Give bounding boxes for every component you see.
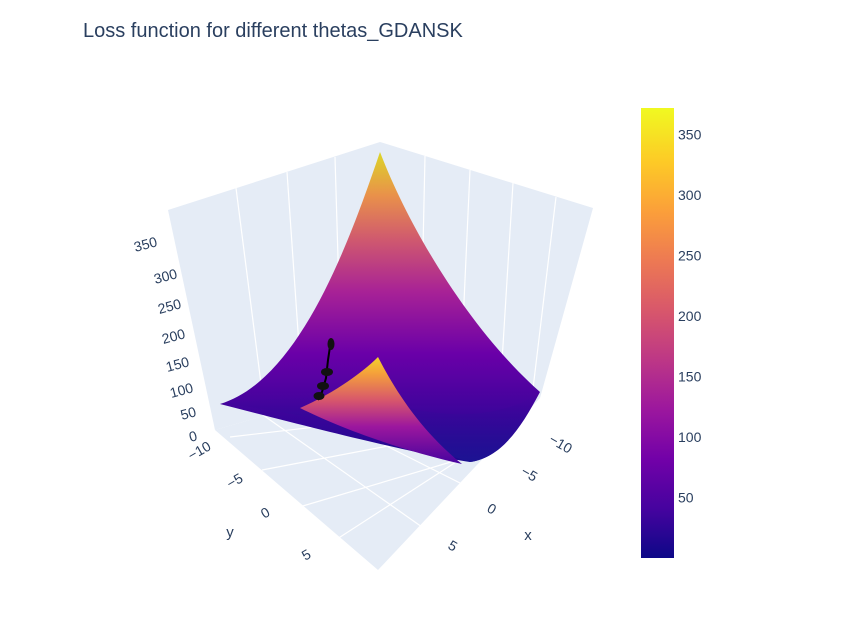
descent-marker [327,338,335,350]
y-tick-label: 5 [299,546,314,564]
descent-marker [317,382,329,390]
colorbar-gradient [641,108,674,558]
surface-front-sheet [300,357,462,464]
y-axis-label: y [226,524,234,541]
y-tick-label: 0 [258,504,273,522]
colorbar-tick-label: 100 [678,429,702,445]
chart-title: Loss function for different thetas_GDANS… [83,20,463,42]
descent-path[interactable] [313,338,335,401]
colorbar-tick-label: 300 [678,187,702,203]
z-tick-label: 150 [164,353,191,375]
x-tick-label: 0 [485,500,500,518]
colorbar-tick-label: 250 [678,248,702,264]
loss-surface[interactable] [220,152,540,464]
colorbar-tick-label: 200 [678,308,702,324]
colorbar-tick-label: 150 [678,369,702,385]
surface-back-sheet [220,152,540,462]
x-tick-label: −5 [519,463,541,485]
z-tick-label: 100 [168,379,195,401]
z-tick-label: 50 [179,403,198,423]
z-axis-ticks: 0 50 100 150 200 250 300 350 [132,233,199,445]
x-tick-label: −10 [547,431,576,457]
x-axis-label: x [524,527,532,544]
y-tick-label: −10 [185,438,214,464]
z-tick-label: 350 [132,233,159,255]
z-tick-label: 0 [187,427,199,445]
z-tick-label: 300 [152,265,179,287]
x-tick-label: 5 [446,537,461,555]
z-tick-label: 200 [160,325,187,347]
descent-marker [321,368,333,376]
y-tick-label: −5 [224,470,246,492]
descent-marker [313,392,325,400]
colorbar-tick-label: 50 [678,490,694,506]
colorbar: 50 100 150 200 250 300 350 [641,108,702,558]
colorbar-tick-label: 350 [678,127,702,143]
z-tick-label: 250 [156,295,183,317]
